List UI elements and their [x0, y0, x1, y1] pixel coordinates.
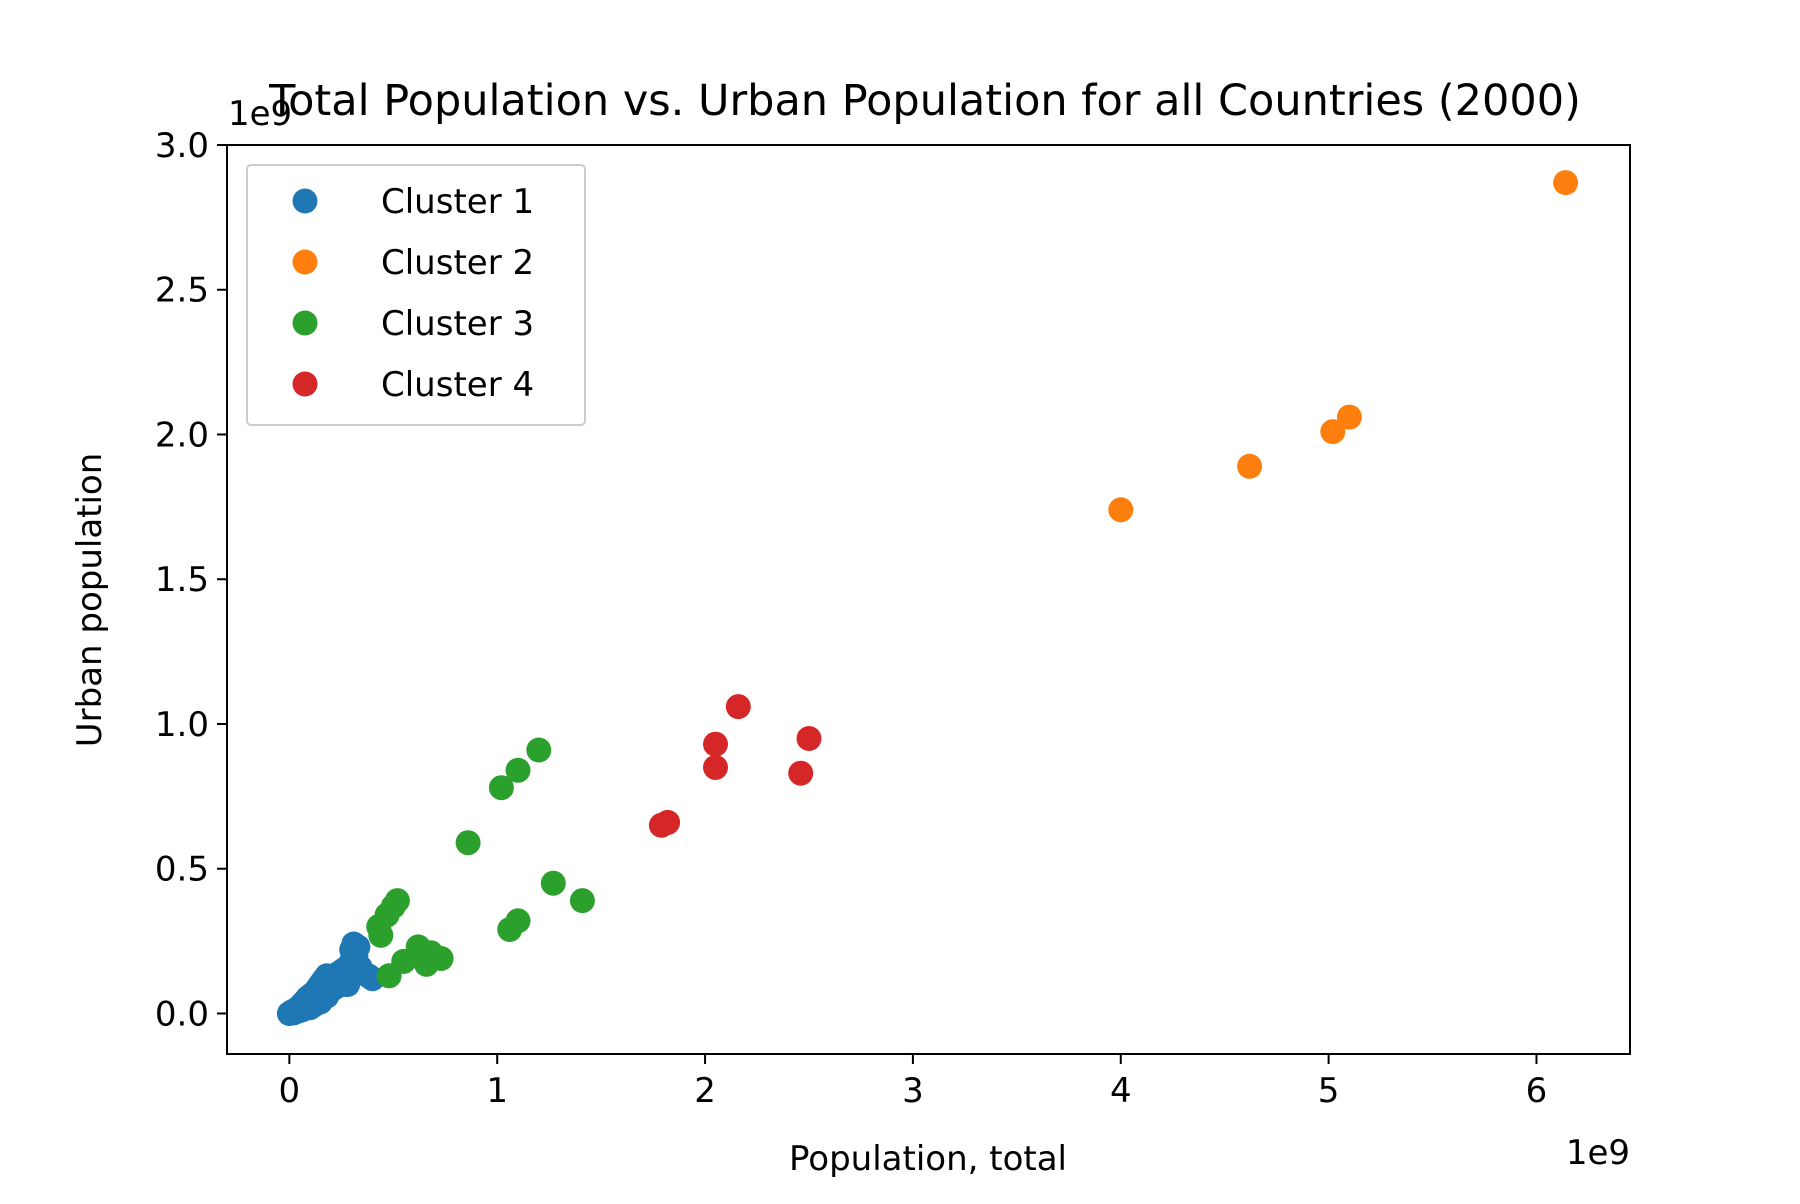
- chart-title: Total Population vs. Urban Population fo…: [268, 76, 1581, 126]
- legend-label: Cluster 3: [381, 304, 534, 344]
- data-point: [347, 954, 373, 980]
- y-tick-label: 2.5: [155, 271, 209, 311]
- x-tick-label: 0: [279, 1071, 301, 1111]
- y-axis: 0.0 0.5 1.0 1.5 2.0 2.5 3.0: [155, 126, 227, 1034]
- x-tick-label: 2: [694, 1071, 716, 1111]
- data-point: [1336, 404, 1362, 430]
- legend: Cluster 1 Cluster 2 Cluster 3 Cluster 4: [246, 164, 586, 426]
- y-tick-label: 1.5: [155, 560, 209, 600]
- data-point: [488, 775, 514, 801]
- x-tick-label: 6: [1526, 1071, 1548, 1111]
- y-tick-label: 0.5: [155, 850, 209, 890]
- data-point: [725, 694, 751, 720]
- legend-box: [246, 164, 586, 426]
- data-point: [703, 731, 728, 757]
- legend-label: Cluster 1: [381, 182, 534, 222]
- x-tick-label: 3: [902, 1071, 924, 1111]
- data-point: [788, 760, 814, 786]
- data-point: [368, 922, 394, 948]
- y-axis-label: Urban population: [70, 453, 110, 748]
- legend-marker: [292, 371, 318, 397]
- series-cluster-1: [276, 931, 385, 1026]
- data-point: [1108, 497, 1134, 523]
- data-point: [540, 870, 566, 896]
- axes-frame: [226, 144, 1631, 1055]
- data-point: [655, 809, 681, 835]
- x-axis-label: Population, total: [789, 1139, 1067, 1179]
- legend-marker: [292, 310, 318, 336]
- series-cluster-3: [366, 737, 595, 989]
- data-point: [703, 754, 728, 780]
- y-tick-label: 1.0: [155, 705, 209, 745]
- data-point: [316, 972, 342, 997]
- data-point: [1320, 419, 1346, 445]
- x-axis: 0 1 2 3 4 5 6: [279, 1054, 1548, 1111]
- y-tick-label: 2.0: [155, 415, 209, 455]
- data-point: [345, 934, 371, 960]
- data-point: [428, 946, 454, 971]
- legend-marker: [292, 249, 318, 275]
- data-point: [569, 888, 595, 914]
- legend-marker: [292, 188, 318, 214]
- x-tick-label: 1: [486, 1071, 508, 1111]
- series-cluster-2: [1108, 170, 1579, 523]
- y-axis-offset-label: 1e9: [228, 94, 292, 134]
- y-tick-label: 0.0: [155, 994, 209, 1034]
- data-point: [455, 830, 481, 856]
- series-cluster-4: [648, 694, 822, 838]
- data-point: [1553, 170, 1579, 196]
- y-tick-label: 3.0: [155, 126, 209, 166]
- legend-label: Cluster 4: [381, 365, 534, 405]
- x-tick-label: 4: [1110, 1071, 1132, 1111]
- data-point: [505, 908, 531, 934]
- x-axis-offset-label: 1e9: [1566, 1133, 1630, 1173]
- legend-label: Cluster 2: [381, 243, 534, 283]
- plot-area: [276, 170, 1579, 1026]
- data-point: [505, 757, 531, 783]
- data-point: [1237, 453, 1263, 479]
- data-point: [796, 726, 822, 751]
- data-point: [384, 888, 410, 914]
- x-tick-label: 5: [1318, 1071, 1340, 1111]
- data-point: [526, 737, 552, 763]
